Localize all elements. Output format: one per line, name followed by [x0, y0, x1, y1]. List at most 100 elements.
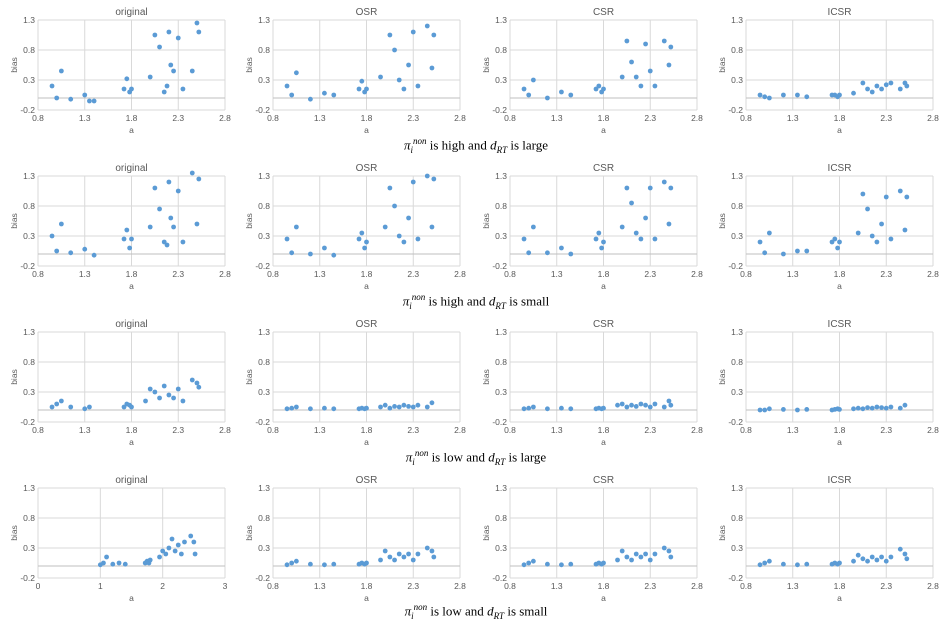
chart-title: CSR: [593, 7, 614, 18]
y-tick-label: 0.8: [495, 45, 507, 55]
scatter-point: [643, 551, 648, 557]
scatter-point: [624, 185, 630, 191]
scatter-point: [104, 554, 109, 560]
y-tick-label: 1.3: [258, 327, 270, 337]
scatter-point: [180, 239, 186, 245]
scatter-panel-9: original 0.8 1.3 1.8 2.3 2.8 -0.2 0.3 0.8 1.3 a bia…: [9, 316, 235, 447]
scatter-panel-8: ICSR 0.8 1.3 1.8 2.3 2.8 -0.2 0.3 0.8 1.3 a bias: [717, 160, 943, 291]
scatter-point: [308, 561, 313, 567]
scatter-point: [293, 224, 299, 230]
scatter-point: [166, 179, 172, 185]
scatter-point: [161, 383, 167, 389]
scatter-point: [164, 83, 170, 89]
scatter-point: [795, 92, 800, 98]
scatter-point: [392, 203, 397, 209]
scatter-point: [129, 404, 134, 410]
y-tick-label: 0.3: [258, 543, 270, 553]
scatter-point: [293, 558, 299, 564]
scatter-panel-16: ICSR 0.8 1.3 1.8 2.3 2.8 -0.2 0.3 0.8 1.3 a bias: [717, 472, 943, 603]
scatter-point: [666, 548, 672, 554]
scatter-point: [175, 188, 181, 194]
scatter-point: [387, 405, 393, 411]
scatter-point: [869, 554, 875, 560]
y-tick-label: 1.3: [23, 483, 35, 493]
x-tick-label: 0.8: [32, 269, 44, 279]
scatter-point: [530, 404, 536, 410]
scatter-point: [87, 404, 92, 410]
scatter-point: [172, 548, 178, 554]
scatter-point: [860, 80, 866, 86]
scatter-point: [378, 404, 383, 410]
x-tick-label: 1.8: [126, 269, 138, 279]
scatter-point: [82, 92, 88, 98]
scatter-point: [633, 551, 639, 557]
scatter-svg: ICSR 0.8 1.3 1.8 2.3 2.8 -0.2 0.3 0.8 1.3 a bias: [717, 7, 939, 135]
scatter-panel-13: original 0 1 2 3 -0.2 0.3 0.8 1.3 a bias: [9, 472, 235, 603]
scatter-svg: original 0 1 2 3 -0.2 0.3 0.8 1.3 a bias: [9, 475, 228, 603]
caption-row-3: πinon is low and dRT is large: [405, 448, 547, 467]
x-axis-label: a: [129, 593, 134, 603]
y-tick-label: -0.2: [20, 261, 35, 271]
scatter-point: [424, 173, 430, 179]
x-tick-label: 0.8: [504, 113, 516, 123]
y-tick-label: -0.2: [255, 417, 270, 427]
scatter-point: [387, 554, 393, 560]
x-tick-label: 0.8: [740, 581, 752, 591]
scatter-point: [196, 176, 202, 182]
scatter-point: [58, 398, 64, 404]
scatter-point: [161, 239, 167, 245]
y-tick-label: 0.8: [495, 357, 507, 367]
scatter-point: [883, 82, 889, 88]
scatter-svg: CSR 0.8 1.3 1.8 2.3 2.8 -0.2 0.3 0.8 1.3 a bias: [481, 163, 703, 291]
x-tick-label: 2.8: [219, 269, 231, 279]
scatter-point: [362, 245, 368, 251]
scatter-point: [888, 554, 894, 560]
x-tick-label: 2.8: [454, 269, 466, 279]
scatter-point: [629, 557, 634, 563]
scatter-point: [781, 251, 786, 257]
scatter-point: [122, 561, 128, 567]
x-tick-label: 0.8: [740, 113, 752, 123]
y-axis-label: bias: [244, 369, 254, 385]
scatter-point: [396, 551, 402, 557]
x-axis-label: a: [601, 125, 606, 135]
y-tick-label: -0.2: [20, 573, 35, 583]
scatter-point: [429, 548, 435, 554]
y-tick-label: 0.8: [258, 45, 270, 55]
scatter-point: [401, 554, 407, 560]
x-tick-label: 1.3: [79, 113, 91, 123]
scatter-panel-4: ICSR 0.8 1.3 1.8 2.3 2.8 -0.2 0.3 0.8 1.3 a bias: [717, 4, 943, 135]
scatter-point: [289, 250, 295, 256]
scatter-point: [194, 20, 200, 26]
x-tick-label: 2.3: [880, 425, 892, 435]
scatter-panel-6: OSR 0.8 1.3 1.8 2.3 2.8 -0.2 0.3 0.8 1.3 a bias: [244, 160, 470, 291]
caption-row-1: πinon is high and dRT is large: [403, 136, 549, 155]
scatter-point: [429, 224, 435, 230]
scatter-point: [191, 539, 197, 545]
scatter-panel-11: CSR 0.8 1.3 1.8 2.3 2.8 -0.2 0.3 0.8 1.3 a bias: [481, 316, 707, 447]
scatter-point: [382, 402, 388, 408]
x-tick-label: 1.3: [551, 425, 563, 435]
scatter-point: [124, 76, 130, 82]
x-tick-label: 2.3: [644, 425, 656, 435]
scatter-point: [68, 404, 74, 410]
scatter-point: [879, 554, 884, 560]
scatter-point: [364, 560, 369, 566]
x-tick-label: 1.8: [834, 269, 846, 279]
scatter-point: [652, 551, 658, 557]
scatter-point: [91, 98, 97, 104]
scatter-point: [601, 405, 606, 411]
x-tick-label: 1.8: [126, 425, 138, 435]
y-tick-label: 1.3: [23, 327, 35, 337]
scatter-point: [143, 398, 148, 404]
scatter-point: [152, 32, 158, 38]
y-tick-label: -0.2: [492, 261, 507, 271]
scatter-point: [521, 236, 527, 242]
scatter-point: [356, 86, 362, 92]
y-tick-label: 0.3: [731, 75, 743, 85]
x-axis-label: a: [129, 281, 134, 291]
chart-title: CSR: [593, 163, 614, 174]
scatter-point: [869, 405, 875, 411]
scatter-point: [147, 224, 153, 230]
y-axis-label: bias: [244, 213, 254, 229]
